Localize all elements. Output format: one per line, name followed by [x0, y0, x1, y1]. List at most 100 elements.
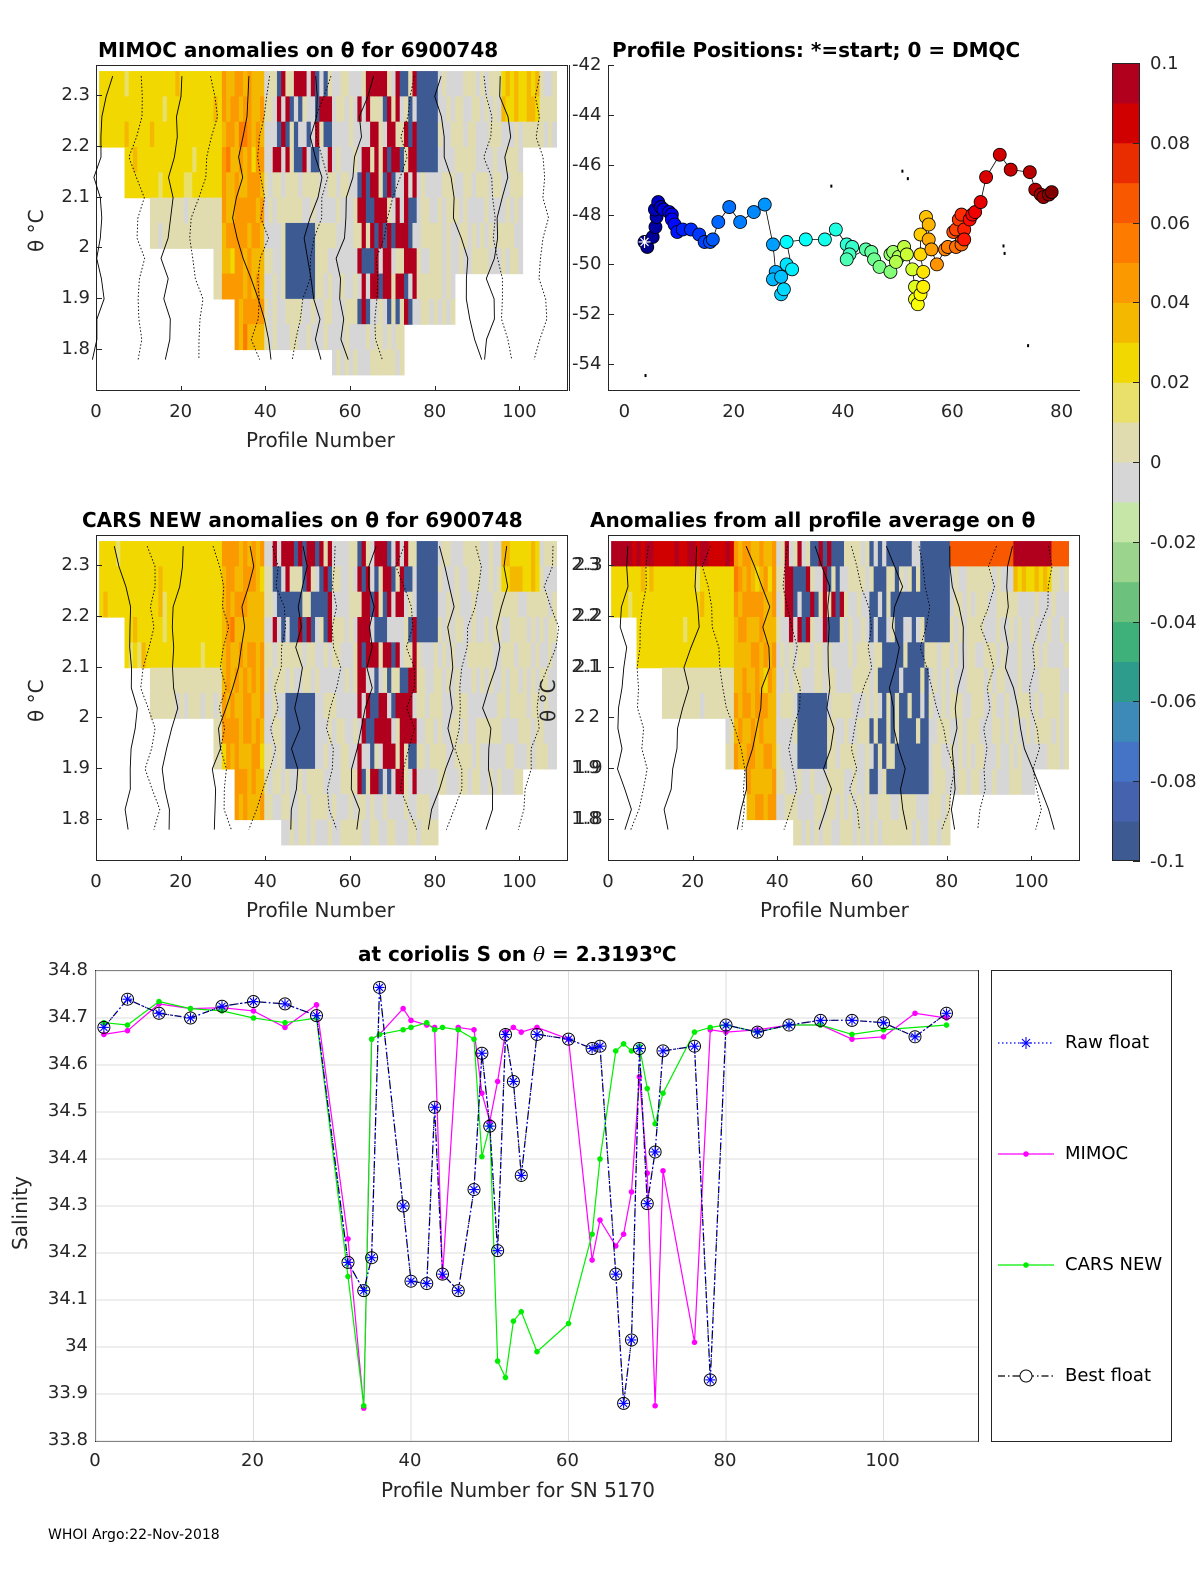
heatmap-cell: [661, 541, 667, 567]
heatmap-cell: [357, 147, 363, 173]
heatmap-cell: [433, 617, 439, 643]
heatmap-cell: [399, 298, 405, 325]
contour-line: [484, 76, 512, 360]
heatmap-cell: [801, 768, 807, 795]
heatmap-cell: [480, 692, 486, 719]
data-point: [656, 1044, 670, 1058]
heatmap-cell: [547, 617, 553, 643]
heatmap-cell: [158, 222, 164, 249]
heatmap-cell: [238, 121, 244, 148]
heatmap-cell: [1013, 566, 1019, 593]
heatmap-cell: [1013, 692, 1019, 719]
data-point: [357, 1284, 371, 1298]
heatmap-cell: [387, 248, 392, 275]
heatmap-cell: [128, 96, 134, 123]
heatmap-cell: [234, 794, 240, 821]
heatmap-cell: [924, 794, 930, 821]
heatmap-cell: [788, 718, 794, 745]
heatmap-cell: [488, 96, 494, 123]
heatmap-cell: [704, 566, 710, 593]
data-point: [625, 1333, 638, 1347]
heatmap-cell: [310, 692, 316, 719]
heatmap-cell: [370, 692, 375, 719]
heatmap-cell: [661, 667, 667, 694]
heatmap-cell: [420, 768, 426, 795]
heatmap-cell: [463, 743, 469, 770]
heatmap-cell: [962, 718, 968, 745]
colorbar-segment: [1113, 701, 1139, 742]
heatmap-cell: [442, 147, 447, 173]
heatmap-cell: [446, 768, 452, 795]
heatmap-cell: [759, 541, 765, 567]
heatmap-cell: [387, 71, 392, 97]
heatmap-cell: [767, 566, 773, 593]
heatmap-cell: [429, 667, 435, 694]
heatmap-cell: [691, 617, 697, 643]
heatmap-cell: [772, 617, 777, 643]
heatmap-cell: [251, 71, 257, 97]
heatmap-cell: [725, 591, 731, 618]
heatmap-cell: [1030, 667, 1036, 694]
heatmap-cell: [767, 667, 773, 694]
y-tick-mark: [97, 818, 102, 820]
contour-line: [1029, 546, 1053, 830]
heatmap-cell: [344, 298, 350, 325]
heatmap-cell: [99, 96, 104, 123]
heatmap-cell: [293, 71, 299, 97]
heatmap-cell: [949, 541, 955, 567]
profile-position-point: [930, 257, 944, 272]
heatmap-cell: [788, 617, 794, 643]
heatmap-cell: [695, 692, 701, 719]
heatmap-cell: [420, 718, 426, 745]
heatmap-cell: [911, 743, 917, 770]
heatmap-cell: [408, 718, 414, 745]
heatmap-cell: [213, 591, 219, 618]
heatmap-cell: [763, 743, 769, 770]
heatmap-cell: [209, 172, 215, 199]
heatmap-cell: [623, 591, 629, 618]
heatmap-cell: [742, 667, 748, 694]
heatmap-cell: [539, 692, 545, 719]
heatmap-cell: [797, 743, 803, 770]
heatmap-cell: [446, 172, 452, 199]
heatmap-cell: [268, 591, 274, 618]
heatmap-cell: [877, 591, 883, 618]
heatmap-cell: [433, 147, 439, 173]
heatmap-cell: [217, 642, 223, 669]
heatmap-cell: [526, 566, 532, 593]
heatmap-cell: [780, 667, 786, 694]
heatmap-cell: [687, 591, 693, 618]
heatmap-cell: [238, 642, 244, 669]
heatmap-cell: [171, 121, 176, 148]
heatmap-cell: [653, 617, 659, 643]
heatmap-cell: [514, 718, 519, 745]
heatmap-cell: [983, 642, 989, 669]
heatmap-cell: [255, 692, 261, 719]
heatmap-cell: [996, 768, 1002, 795]
heatmap-cell: [200, 591, 206, 618]
heatmap-cell: [230, 541, 236, 567]
heatmap-cell: [492, 566, 498, 593]
heatmap-cell: [831, 642, 837, 669]
heatmap-cell: [996, 591, 1002, 618]
heatmap-cell: [801, 718, 807, 745]
data-point: [185, 1013, 196, 1023]
heatmap-cell: [691, 667, 697, 694]
heatmap-cell: [480, 248, 486, 275]
heatmap-cell: [716, 541, 722, 567]
heatmap-cell: [221, 172, 227, 199]
heatmap-cell: [217, 248, 223, 275]
heatmap-cell: [691, 566, 697, 593]
heatmap-cell: [348, 743, 354, 770]
heatmap-cell: [708, 566, 714, 593]
heatmap-cell: [429, 743, 435, 770]
heatmap-cell: [547, 96, 553, 123]
heatmap-cell: [166, 147, 172, 173]
heatmap-cell: [742, 743, 748, 770]
heatmap-cell: [302, 667, 308, 694]
heatmap-cell: [1055, 642, 1061, 669]
heatmap-cell: [687, 667, 693, 694]
heatmap-cell: [132, 541, 138, 567]
heatmap-cell: [839, 591, 845, 618]
heatmap-cell: [873, 642, 879, 669]
